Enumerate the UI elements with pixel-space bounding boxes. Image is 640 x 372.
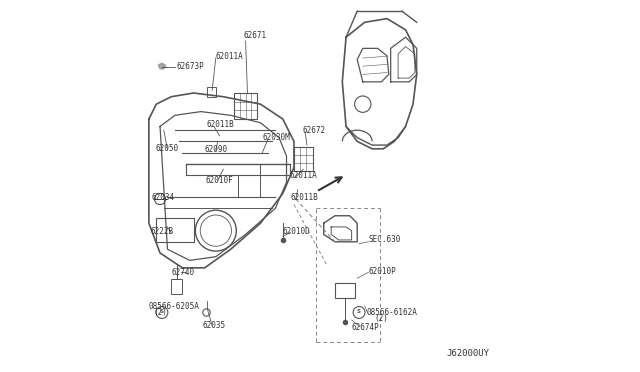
Text: (2): (2)	[154, 308, 167, 317]
Text: (2): (2)	[374, 314, 388, 323]
Text: 62011A: 62011A	[216, 52, 244, 61]
Text: 62740: 62740	[172, 268, 195, 277]
Polygon shape	[158, 63, 166, 69]
Text: 62090: 62090	[205, 145, 228, 154]
Text: 62030M: 62030M	[262, 133, 290, 142]
Text: 08566-6162A: 08566-6162A	[367, 308, 417, 317]
Text: 08566-6205A: 08566-6205A	[148, 302, 199, 311]
Text: S: S	[356, 309, 360, 314]
Text: J62000UY: J62000UY	[447, 349, 490, 358]
Text: SEC.630: SEC.630	[369, 235, 401, 244]
Text: 62674P: 62674P	[351, 323, 380, 332]
Text: 62672: 62672	[303, 126, 326, 135]
Text: 6222B: 6222B	[150, 227, 173, 236]
Text: 62010P: 62010P	[369, 267, 396, 276]
Text: 62011B: 62011B	[207, 120, 234, 129]
Text: 62671: 62671	[244, 31, 267, 40]
Text: 62010D: 62010D	[283, 227, 310, 236]
Text: 62673P: 62673P	[177, 62, 205, 71]
Text: 62050: 62050	[156, 144, 179, 153]
Text: 62010F: 62010F	[206, 176, 234, 185]
Text: S: S	[159, 309, 163, 314]
Text: 62011A: 62011A	[289, 171, 317, 180]
Text: 62034: 62034	[152, 193, 175, 202]
Text: 62011B: 62011B	[291, 193, 318, 202]
Text: 62035: 62035	[203, 321, 226, 330]
